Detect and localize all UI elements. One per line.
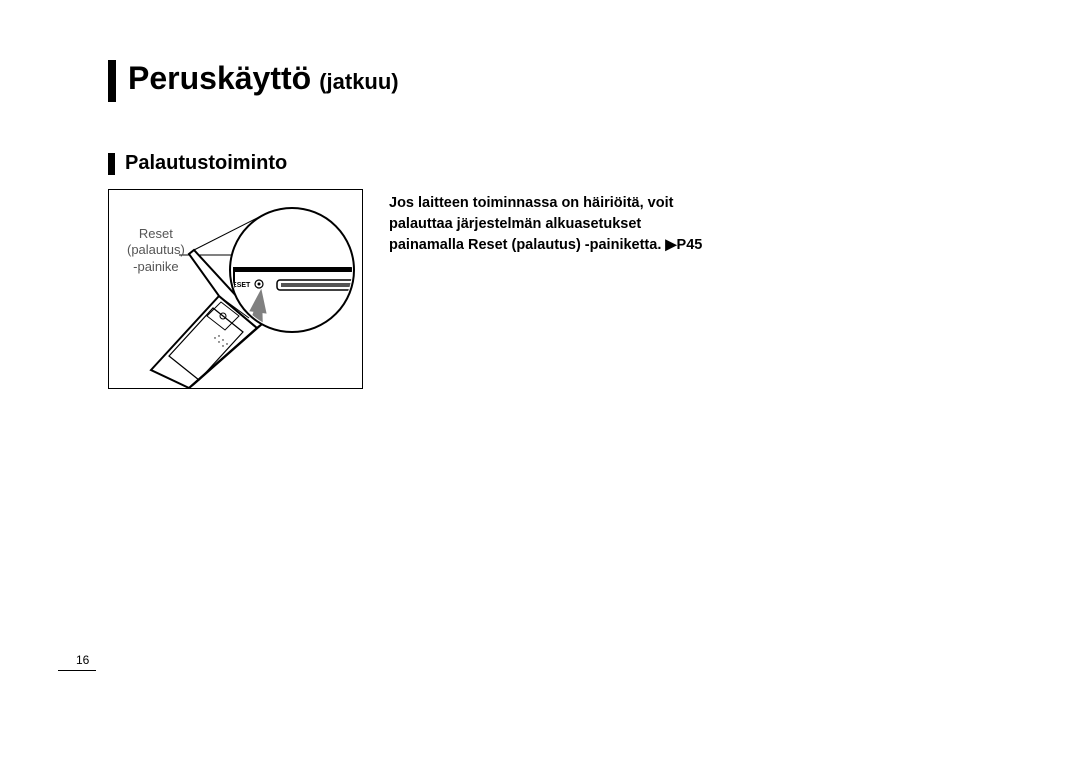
content-row: Reset (palautus) -painike <box>108 189 980 389</box>
instruction-text: Jos laitteen toiminnassa on häiriöitä, v… <box>389 189 702 256</box>
label-line: (palautus) <box>127 242 185 257</box>
manual-page: Peruskäyttö (jatkuu) Palautustoiminto Re… <box>0 0 1080 763</box>
instruction-line: Jos laitteen toiminnassa on häiriöitä, v… <box>389 193 702 214</box>
label-line: Reset <box>139 226 173 241</box>
device-illustration-svg: RESET <box>109 190 363 389</box>
device-diagram: Reset (palautus) -painike <box>108 189 363 389</box>
label-line: -painike <box>133 259 179 274</box>
reset-button-label: Reset (palautus) -painike <box>127 226 185 275</box>
instruction-line: palauttaa järjestelmän alkuasetukset <box>389 214 702 235</box>
page-number-rule <box>58 670 96 671</box>
section-accent-bar <box>108 153 115 175</box>
instruction-line: painamalla Reset (palautus) -painiketta.… <box>389 235 702 256</box>
title-accent-bar <box>108 60 116 102</box>
section-heading-row: Palautustoiminto <box>108 152 980 175</box>
page-number: 16 <box>76 653 89 667</box>
page-title-main: Peruskäyttö <box>128 60 311 97</box>
page-title-sub: (jatkuu) <box>319 69 398 95</box>
page-title-row: Peruskäyttö (jatkuu) <box>108 60 980 102</box>
section-title: Palautustoiminto <box>125 152 287 175</box>
